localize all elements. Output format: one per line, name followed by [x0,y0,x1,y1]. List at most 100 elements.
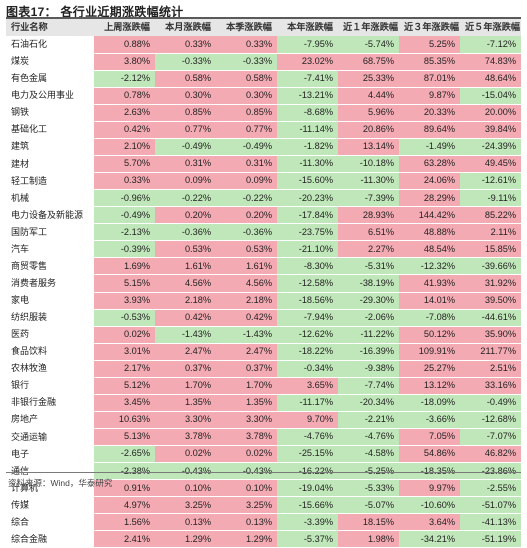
industry-name-cell: 计算机 [6,479,94,497]
value-cell: -11.30% [338,172,399,190]
value-cell: -8.68% [277,104,338,122]
value-cell: -0.43% [216,462,277,480]
value-cell: 0.88% [94,36,155,54]
industry-name-cell: 电子 [6,445,94,463]
value-cell: -9.38% [338,360,399,378]
table-row: 交通运输 5.13% 3.78% 3.78% -4.76% -4.76% 7.05% -7.0… [6,428,521,446]
value-cell: 10.63% [94,411,155,429]
table-row: 家电 3.93% 2.18% 2.18% -18.56% -29.30% 14.01% 39.… [6,292,521,310]
value-cell: 3.30% [155,411,216,429]
table-row: 电子 -2.65% 0.02% 0.02% -25.15% -4.58% 54.86% 46.… [6,445,521,463]
value-cell: 1.35% [216,394,277,412]
value-cell: -4.76% [338,428,399,446]
value-cell: -4.58% [338,445,399,463]
industry-name-cell: 通信 [6,462,94,480]
value-cell: -51.19% [460,530,521,548]
value-cell: 0.09% [155,172,216,190]
value-cell: 4.56% [216,274,277,292]
value-cell: -1.82% [277,138,338,156]
industry-name-cell: 机械 [6,189,94,207]
value-cell: 0.77% [155,121,216,139]
value-cell: -23.75% [277,223,338,241]
value-cell: 2.18% [155,292,216,310]
value-cell: 0.31% [216,155,277,173]
value-cell: -34.21% [399,530,460,548]
value-cell: 0.91% [94,479,155,497]
value-cell: -7.41% [277,70,338,88]
value-cell: -3.66% [399,411,460,429]
value-cell: 41.93% [399,274,460,292]
value-cell: 1.29% [155,530,216,548]
industry-name-cell: 基础化工 [6,121,94,139]
value-cell: -2.38% [94,462,155,480]
value-cell: -18.56% [277,292,338,310]
value-cell: 144.42% [399,206,460,224]
value-cell: -8.30% [277,257,338,275]
value-cell: 2.18% [216,292,277,310]
industry-name-cell: 建材 [6,155,94,173]
value-cell: -0.22% [216,189,277,207]
value-cell: 20.33% [399,104,460,122]
value-cell: 0.10% [216,479,277,497]
value-cell: -12.32% [399,257,460,275]
value-cell: 0.02% [155,445,216,463]
value-cell: 4.44% [338,87,399,105]
value-cell: -2.13% [94,223,155,241]
value-cell: 3.25% [216,496,277,514]
table-row: 石油石化 0.88% 0.33% 0.33% -7.95% -5.74% 5.25% -7.1… [6,36,521,54]
value-cell: 0.37% [216,360,277,378]
value-cell: -7.74% [338,377,399,395]
value-cell: 5.25% [399,36,460,54]
table-row: 综合金融 2.41% 1.29% 1.29% -5.37% 1.98% -34.21% -51… [6,530,521,548]
value-cell: -3.39% [277,513,338,531]
value-cell: 48.88% [399,223,460,241]
value-cell: -11.30% [277,155,338,173]
value-cell: 1.61% [155,257,216,275]
industry-name-cell: 非银行金融 [6,394,94,412]
value-cell: -4.76% [277,428,338,446]
value-cell: -12.61% [460,172,521,190]
value-cell: -7.39% [338,189,399,207]
value-cell: -1.43% [155,326,216,344]
table-row: 电力及公用事业 0.78% 0.30% 0.30% -13.21% 4.44% 9.87% -… [6,87,521,105]
value-cell: 9.87% [399,87,460,105]
value-cell: -51.07% [460,496,521,514]
value-cell: 9.97% [399,479,460,497]
value-cell: 13.14% [338,138,399,156]
industry-name-cell: 有色金属 [6,70,94,88]
table-row: 非银行金融 3.45% 1.35% 1.35% -11.17% -20.34% -18.09… [6,394,521,412]
table-row: 机械 -0.96% -0.22% -0.22% -20.23% -7.39% 28.29% -… [6,189,521,207]
value-cell: -16.22% [277,462,338,480]
table-row: 通信 -2.38% -0.43% -0.43% -16.22% -5.25% -18.35%… [6,462,521,480]
table-row: 轻工制造 0.33% 0.09% 0.09% -15.60% -11.30% 24.06% -… [6,172,521,190]
value-cell: 50.12% [399,326,460,344]
value-cell: -1.49% [399,138,460,156]
value-cell: 2.10% [94,138,155,156]
value-cell: -44.61% [460,309,521,327]
value-cell: -0.43% [155,462,216,480]
value-cell: -11.17% [277,394,338,412]
value-cell: -18.22% [277,343,338,361]
value-cell: 0.09% [216,172,277,190]
industry-name-cell: 建筑 [6,138,94,156]
value-cell: -12.62% [277,326,338,344]
value-cell: -1.43% [216,326,277,344]
table-row: 建材 5.70% 0.31% 0.31% -11.30% -10.18% 63.28% 49.… [6,155,521,173]
value-cell: 5.70% [94,155,155,173]
table-header-row: 行业名称 上周涨跌幅 本月涨跌幅 本季涨跌幅 本年涨跌幅 近１年涨跌幅 近３年涨跌幅 近５年涨… [6,19,521,37]
industry-name-cell: 房地产 [6,411,94,429]
table-row: 医药 0.02% -1.43% -1.43% -12.62% -11.22% 50.12% 3… [6,326,521,344]
value-cell: -0.96% [94,189,155,207]
value-cell: -0.49% [216,138,277,156]
value-cell: 3.65% [277,377,338,395]
value-cell: 109.91% [399,343,460,361]
value-cell: 2.11% [460,223,521,241]
value-cell: 2.17% [94,360,155,378]
value-cell: -0.49% [460,394,521,412]
value-cell: 1.35% [155,394,216,412]
value-cell: 1.56% [94,513,155,531]
table-row: 电力设备及新能源 -0.49% 0.20% 0.20% -17.84% 28.93% 144… [6,206,521,224]
value-cell: 5.15% [94,274,155,292]
figure: 图表17： 各行业近期涨跌幅统计 行业名称 上周涨跌幅 本月涨跌幅 本季涨跌幅 本年涨跌… [6,5,521,548]
value-cell: -7.94% [277,309,338,327]
